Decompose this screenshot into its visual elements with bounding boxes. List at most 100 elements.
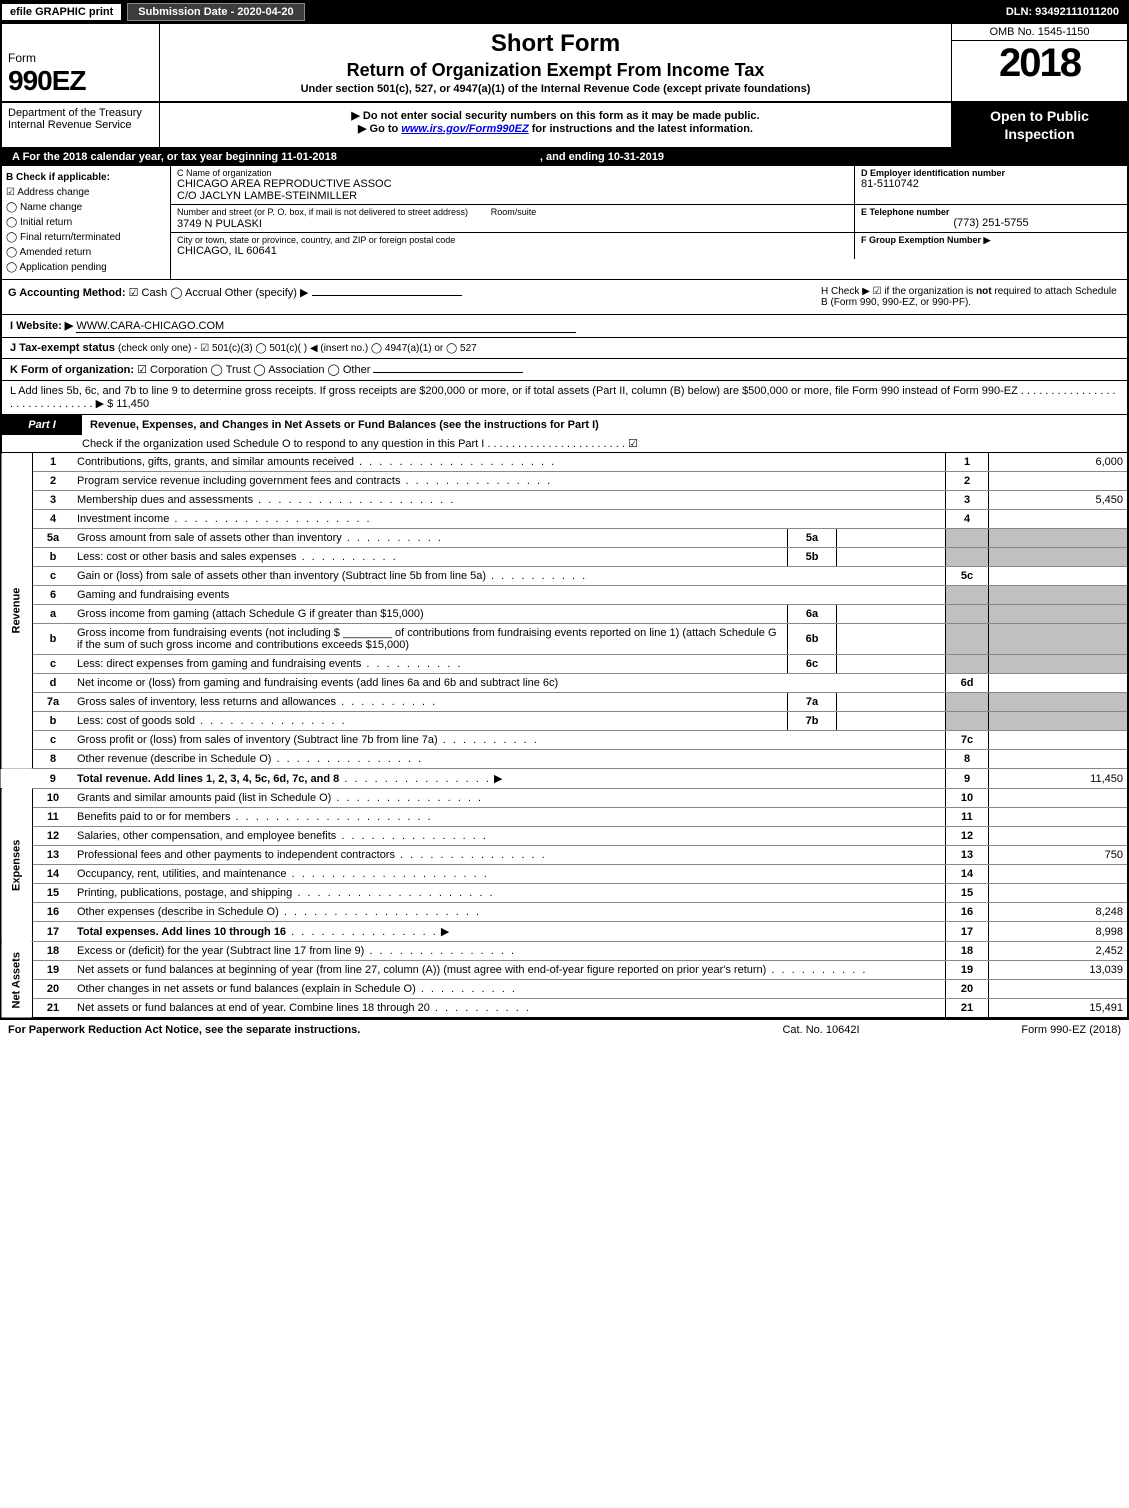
- submission-date-button[interactable]: Submission Date - 2020-04-20: [127, 3, 304, 21]
- sub-num: 5b: [788, 548, 837, 567]
- line-rnum: 13: [946, 846, 989, 865]
- sub-num: 6a: [788, 605, 837, 624]
- line-rnum: 18: [946, 942, 989, 961]
- line-desc: Benefits paid to or for members: [73, 808, 946, 827]
- form-subtitle: Return of Organization Exempt From Incom…: [168, 60, 943, 81]
- line-desc: Total revenue. Add lines 1, 2, 3, 4, 5c,…: [73, 769, 946, 789]
- top-bar: efile GRAPHIC print Submission Date - 20…: [0, 0, 1129, 24]
- row-gh: G Accounting Method: ☑ Cash ◯ Accrual Ot…: [0, 280, 1129, 315]
- line-desc: Net assets or fund balances at end of ye…: [73, 999, 946, 1019]
- cb-amended-return[interactable]: ◯ Amended return: [6, 245, 166, 260]
- line-desc: Gross amount from sale of assets other t…: [73, 529, 788, 548]
- form-header: Form 990EZ Short Form Return of Organiza…: [0, 24, 1129, 103]
- sub-num: 7b: [788, 712, 837, 731]
- room-label: Room/suite: [491, 207, 537, 217]
- cb-label: Amended return: [19, 247, 91, 258]
- tax-year: 2018: [952, 41, 1127, 85]
- part1-sub: Check if the organization used Schedule …: [0, 435, 1129, 453]
- cb-final-return[interactable]: ◯ Final return/terminated: [6, 230, 166, 245]
- website-label: I Website: ▶: [10, 320, 73, 332]
- other-org-input[interactable]: [373, 372, 523, 373]
- org-name-cell: C Name of organization CHICAGO AREA REPR…: [171, 166, 854, 204]
- line-amount: [989, 750, 1129, 769]
- line-desc: Gross sales of inventory, less returns a…: [73, 693, 788, 712]
- tax-exempt-options[interactable]: (check only one) - ☑ 501(c)(3) ◯ 501(c)(…: [118, 343, 477, 354]
- line-num: 5a: [33, 529, 74, 548]
- line-num: b: [33, 624, 74, 655]
- line-amount: [989, 808, 1129, 827]
- cb-accrual[interactable]: ◯ Accrual: [170, 287, 221, 299]
- radio-icon: ◯: [6, 202, 17, 213]
- line-rnum: 4: [946, 510, 989, 529]
- line-rnum: 20: [946, 980, 989, 999]
- cb-name-change[interactable]: ◯ Name change: [6, 200, 166, 215]
- group-exemption-cell: F Group Exemption Number ▶: [854, 233, 1127, 259]
- line-num: 19: [33, 961, 74, 980]
- form-number-block: Form 990EZ: [2, 24, 160, 101]
- line-desc: Membership dues and assessments: [73, 491, 946, 510]
- org-name-label: C Name of organization: [177, 168, 848, 178]
- line-desc: Less: direct expenses from gaming and fu…: [73, 655, 788, 674]
- grey-cell: [946, 693, 989, 712]
- sub-num: 5a: [788, 529, 837, 548]
- radio-icon: ◯: [6, 262, 17, 273]
- line-rnum: 1: [946, 453, 989, 472]
- cb-label: Final return/terminated: [20, 232, 121, 243]
- line-desc: Net income or (loss) from gaming and fun…: [73, 674, 946, 693]
- cb-address-change[interactable]: ☑ Address change: [6, 185, 166, 200]
- cb-cash[interactable]: ☑ Cash: [129, 287, 168, 299]
- line-rnum: 15: [946, 884, 989, 903]
- line-desc: Investment income: [73, 510, 946, 529]
- efile-print-button[interactable]: efile GRAPHIC print: [0, 2, 123, 22]
- grey-cell: [946, 655, 989, 674]
- form-of-org-label: K Form of organization:: [10, 364, 134, 376]
- cb-initial-return[interactable]: ◯ Initial return: [6, 215, 166, 230]
- line-desc: Less: cost or other basis and sales expe…: [73, 548, 788, 567]
- department-block: Department of the Treasury Internal Reve…: [2, 103, 160, 147]
- line-desc: Salaries, other compensation, and employ…: [73, 827, 946, 846]
- line-desc: Program service revenue including govern…: [73, 472, 946, 491]
- line-amount: 8,998: [989, 922, 1129, 942]
- goto-post: for instructions and the latest informat…: [529, 123, 753, 135]
- line-desc: Other expenses (describe in Schedule O): [73, 903, 946, 922]
- line-num: 20: [33, 980, 74, 999]
- header-row-2: Department of the Treasury Internal Reve…: [0, 103, 1129, 148]
- tax-exempt-label: J Tax-exempt status: [10, 342, 115, 354]
- line-amount: [989, 674, 1129, 693]
- check-icon: ☑: [6, 187, 15, 198]
- grey-cell: [946, 548, 989, 567]
- tel-label: E Telephone number: [861, 207, 1121, 217]
- line-num: 2: [33, 472, 74, 491]
- cb-application-pending[interactable]: ◯ Application pending: [6, 260, 166, 275]
- row-h: H Check ▶ ☑ if the organization is not r…: [811, 286, 1121, 308]
- line-num: c: [33, 655, 74, 674]
- form-of-org-options[interactable]: ☑ Corporation ◯ Trust ◯ Association ◯ Ot…: [137, 364, 370, 376]
- box-b: B Check if applicable: ☑ Address change …: [2, 166, 171, 279]
- line-desc: Other revenue (describe in Schedule O): [73, 750, 946, 769]
- line-num: 6: [33, 586, 74, 605]
- g-label: G Accounting Method:: [8, 287, 126, 299]
- line-amount: 2,452: [989, 942, 1129, 961]
- grey-cell: [946, 605, 989, 624]
- open-public-block: Open to Public Inspection: [951, 103, 1127, 147]
- line-num: c: [33, 567, 74, 586]
- line-amount: 13,039: [989, 961, 1129, 980]
- open-public: Open to Public Inspection: [952, 103, 1127, 147]
- line-num: b: [33, 548, 74, 567]
- city-value: CHICAGO, IL 60641: [177, 245, 848, 257]
- instructions-block: ▶ Do not enter social security numbers o…: [160, 103, 951, 147]
- city-label: City or town, state or province, country…: [177, 235, 848, 245]
- arrow-icon: ▶: [441, 926, 449, 938]
- line-rnum: 19: [946, 961, 989, 980]
- line-amount: [989, 472, 1129, 491]
- footer-mid: Cat. No. 10642I: [721, 1024, 921, 1036]
- under-section: Under section 501(c), 527, or 4947(a)(1)…: [168, 83, 943, 95]
- other-specify-input[interactable]: [312, 295, 462, 296]
- cb-other[interactable]: Other (specify) ▶: [225, 287, 309, 299]
- irs-link[interactable]: www.irs.gov/Form990EZ: [401, 123, 528, 135]
- sub-num: 7a: [788, 693, 837, 712]
- grey-cell: [989, 529, 1129, 548]
- short-form-title: Short Form: [168, 30, 943, 58]
- line-desc: Gain or (loss) from sale of assets other…: [73, 567, 946, 586]
- line-amount: [989, 789, 1129, 808]
